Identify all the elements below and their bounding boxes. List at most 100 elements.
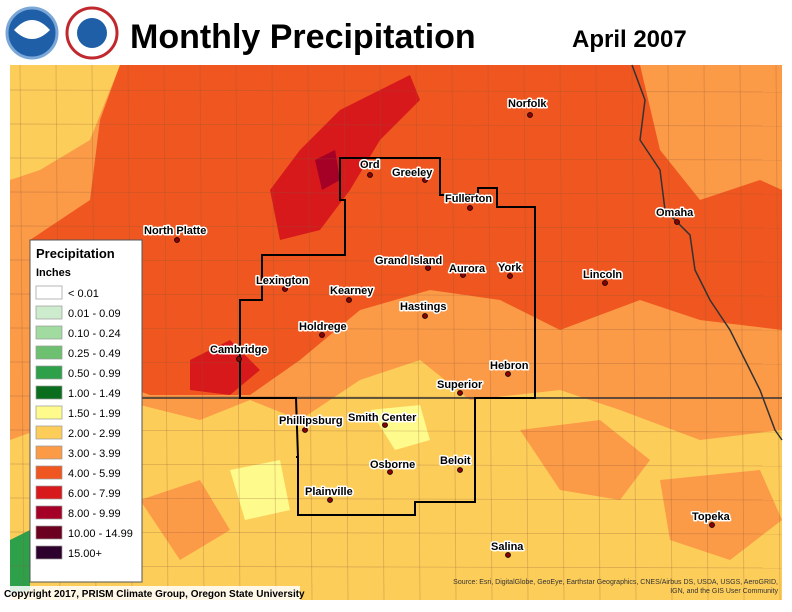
zone: [315, 150, 340, 190]
city-dot: [282, 286, 288, 292]
city-dot: [422, 177, 428, 183]
city-dot: [709, 522, 715, 528]
legend-swatch: [35, 325, 63, 340]
zone: [190, 75, 420, 395]
nws-logo-inner: [77, 18, 107, 48]
county-line: [271, 64, 277, 601]
city-label: Beloit: [440, 455, 471, 467]
legend-title: Precipitation: [36, 246, 115, 261]
county-line: [9, 191, 783, 195]
county-line: [343, 64, 349, 601]
legend-label: 6.00 - 7.99: [68, 488, 121, 500]
county-line: [9, 89, 783, 93]
city-dot: [236, 356, 242, 362]
city-dot: [457, 390, 463, 396]
legend-swatch: [35, 425, 63, 440]
county-line: [415, 64, 421, 601]
legend-label: 15.00+: [68, 548, 102, 560]
county-line: [451, 64, 457, 601]
city-dot: [346, 297, 352, 303]
city-dot: [602, 280, 608, 286]
city-label: York: [498, 262, 523, 274]
zone: [10, 530, 30, 595]
city-dot: [505, 371, 511, 377]
city-label: Holdrege: [299, 321, 347, 333]
city-label: Phillipsburg: [279, 415, 343, 427]
city-dot: [527, 112, 533, 118]
legend-swatch: [35, 525, 63, 540]
city-dot: [507, 273, 513, 279]
county-line: [739, 64, 745, 601]
city-dot: [174, 237, 180, 243]
city-dot: [327, 497, 333, 503]
city-label: Greeley: [392, 167, 433, 179]
city-dot: [319, 332, 325, 338]
state-line: [631, 64, 783, 441]
county-line: [199, 64, 205, 601]
legend-swatch: [35, 545, 63, 560]
city-label: Lincoln: [583, 269, 622, 281]
county-line: [9, 123, 783, 127]
legend-swatch: [35, 385, 63, 400]
legend-label: < 0.01: [68, 288, 99, 300]
city-label: Hastings: [400, 301, 446, 313]
county-line: [9, 225, 783, 229]
city-label: Kearney: [330, 285, 374, 297]
city-dot: [460, 272, 466, 278]
legend-label: 0.01 - 0.09: [68, 308, 121, 320]
city-label: Hebron: [490, 360, 529, 372]
county-line: [703, 64, 709, 601]
county-line: [19, 64, 25, 601]
source-credit: Source: Esri, DigitalGlobe, GeoEye, Eart…: [453, 579, 778, 586]
legend-swatch: [35, 485, 63, 500]
city-dot: [674, 219, 680, 225]
city-label: Cambridge: [210, 344, 267, 356]
county-line: [631, 64, 637, 601]
city-dot: [467, 205, 473, 211]
city-label: Norfolk: [508, 98, 547, 110]
city-label: Omaha: [656, 207, 694, 219]
county-line: [235, 64, 241, 601]
city-label: Smith Center: [348, 412, 417, 424]
city-label: Plainville: [305, 486, 353, 498]
city-dot: [387, 469, 393, 475]
legend-label: 4.00 - 5.99: [68, 468, 121, 480]
city-dot: [457, 467, 463, 473]
legend-label: 3.00 - 3.99: [68, 448, 121, 460]
legend-swatch: [35, 345, 63, 360]
county-line: [523, 64, 529, 601]
city-label: North Platte: [144, 225, 206, 237]
legend-swatch: [35, 505, 63, 520]
copyright-bg: [0, 586, 300, 600]
city-dot: [302, 427, 308, 433]
city-label: Salina: [491, 541, 524, 553]
copyright: Copyright 2017, PRISM Climate Group, Ore…: [4, 589, 305, 600]
zone: [230, 405, 430, 520]
legend-label: 0.10 - 0.24: [68, 328, 121, 340]
legend-swatch: [35, 285, 63, 300]
legend-swatch: [35, 365, 63, 380]
county-line: [667, 64, 673, 601]
legend-label: 0.25 - 0.49: [68, 348, 121, 360]
city-label: Fullerton: [445, 193, 492, 205]
zone: [10, 65, 120, 180]
title: Monthly Precipitation: [130, 18, 476, 56]
forecast-area-outline: [239, 157, 536, 516]
legend-label: 8.00 - 9.99: [68, 508, 121, 520]
city-dot: [367, 172, 373, 178]
city-label: Lexington: [256, 275, 309, 287]
legend-label: 1.50 - 1.99: [68, 408, 121, 420]
city-label: Topeka: [692, 511, 731, 523]
county-line: [379, 64, 385, 601]
county-line: [775, 64, 781, 601]
noaa-logo-bird: [14, 20, 50, 39]
legend-units: Inches: [36, 267, 71, 279]
period: April 2007: [572, 26, 687, 53]
city-label: Superior: [437, 379, 483, 391]
city-label: Grand Island: [375, 255, 442, 267]
legend-label: 0.50 - 0.99: [68, 368, 121, 380]
county-line: [163, 64, 169, 601]
city-dot: [422, 313, 428, 319]
city-dot: [505, 552, 511, 558]
